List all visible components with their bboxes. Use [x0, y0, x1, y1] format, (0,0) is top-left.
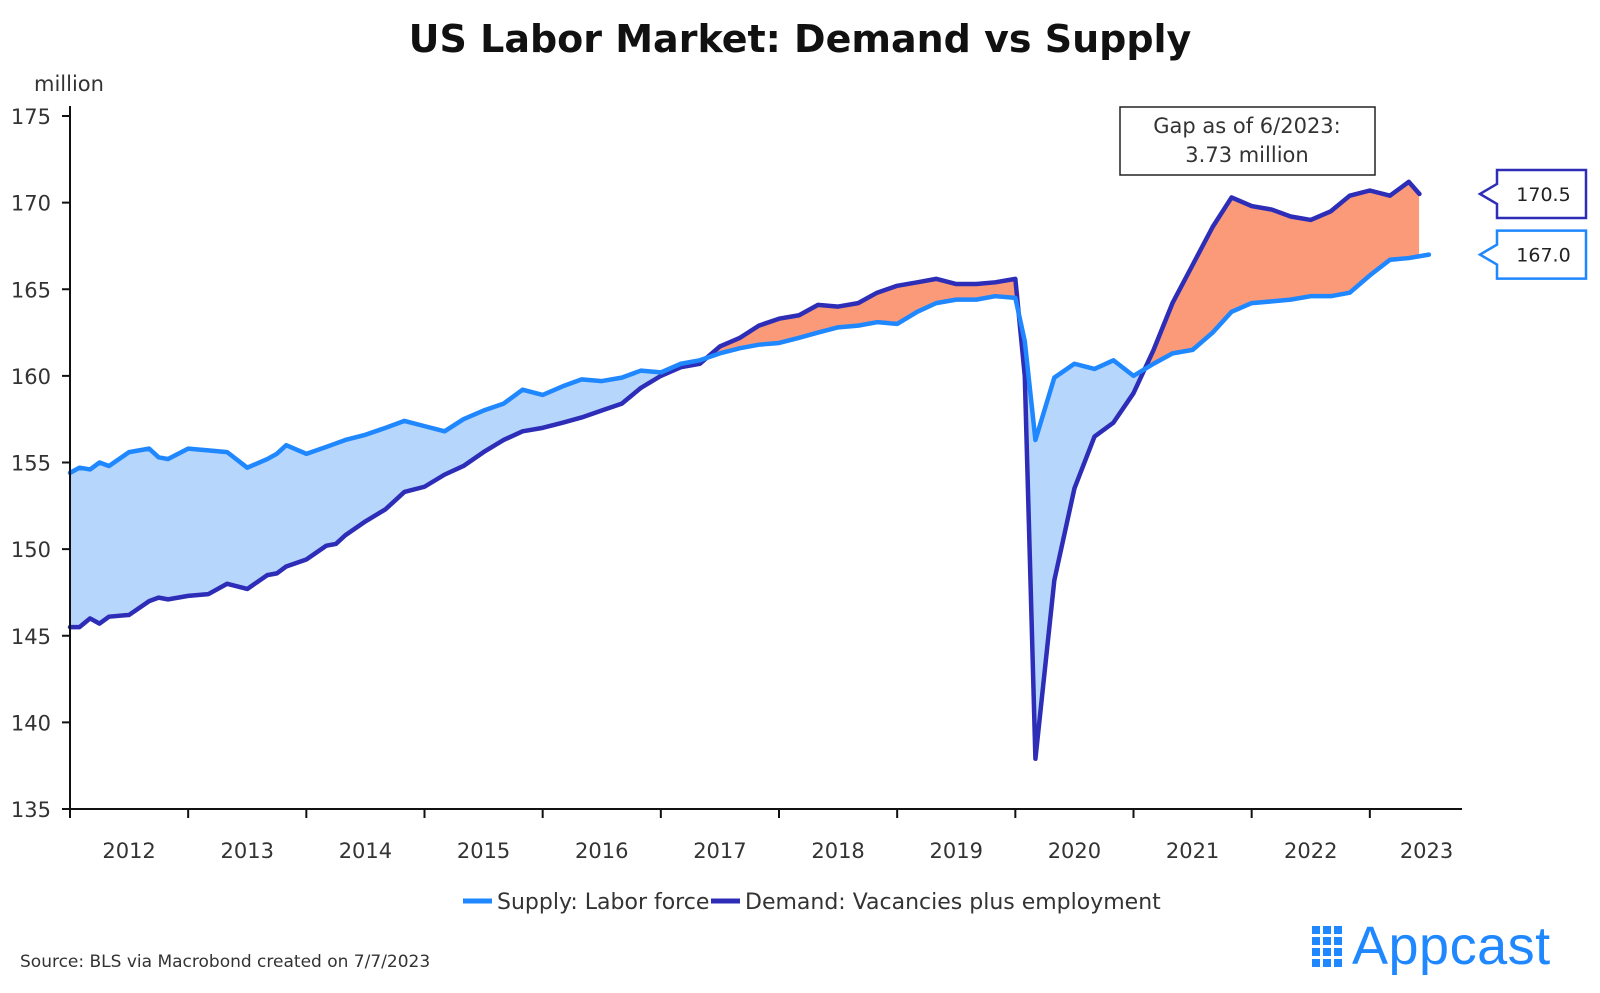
y-tick-label: 155	[11, 452, 51, 476]
x-tick-label: 2017	[693, 839, 746, 863]
chart-title: US Labor Market: Demand vs Supply	[409, 17, 1192, 61]
y-tick-label: 160	[11, 365, 51, 389]
x-tick-label: 2016	[575, 839, 628, 863]
x-tick-label: 2021	[1166, 839, 1219, 863]
supply-callout-box	[1477, 229, 1588, 280]
gap-fill-demand-excess	[706, 278, 1019, 358]
y-tick-label: 165	[11, 278, 51, 302]
y-tick-label: 150	[11, 538, 51, 562]
source-note: Source: BLS via Macrobond created on 7/7…	[20, 952, 431, 972]
y-axis-unit-label: million	[34, 72, 104, 96]
x-tick-label: 2018	[811, 839, 864, 863]
end-value-callouts: 170.5 167.0	[1477, 168, 1588, 280]
demand-callout-label: 170.5	[1516, 184, 1570, 206]
legend: Supply: Labor force Demand: Vacancies pl…	[463, 890, 1161, 915]
gap-annotation-line2: 3.73 million	[1185, 143, 1308, 167]
gap-annotation-line1: Gap as of 6/2023:	[1153, 114, 1341, 138]
x-tick-label: 2012	[102, 839, 155, 863]
y-tick-label: 135	[11, 798, 51, 822]
series-lines	[67, 179, 1432, 762]
gap-fill-supply-excess	[1018, 313, 1145, 758]
demand-callout-box	[1477, 168, 1588, 220]
gap-annotation-box	[1119, 106, 1376, 176]
supply-series-line	[67, 252, 1432, 476]
x-tick-label: 2020	[1048, 839, 1101, 863]
x-tick-label: 2013	[221, 839, 274, 863]
x-tick-label: 2023	[1400, 839, 1453, 863]
y-tick-label: 140	[11, 711, 51, 735]
y-tick-label: 175	[11, 105, 51, 129]
x-tick-label: 2019	[930, 839, 983, 863]
y-tick-label: 170	[11, 192, 51, 216]
gap-fill-areas	[70, 181, 1420, 758]
axes: 135 140 145 150 155 160 165 170 175 2012 2013 2014 2…	[11, 105, 1462, 863]
y-tick-label: 145	[11, 625, 51, 649]
legend-supply-label: Supply: Labor force	[497, 890, 709, 915]
x-tick-label: 2022	[1284, 839, 1337, 863]
brand-logo-text: Appcast	[1352, 916, 1551, 976]
brand-logo-icon	[1312, 925, 1342, 967]
gap-annotation: Gap as of 6/2023: 3.73 million	[1119, 106, 1376, 176]
x-tick-label: 2014	[339, 839, 392, 863]
gap-fill-supply-excess	[70, 357, 707, 628]
supply-callout-label: 167.0	[1516, 245, 1570, 267]
legend-demand-label: Demand: Vacancies plus employment	[745, 890, 1161, 915]
x-tick-label: 2015	[457, 839, 510, 863]
brand-logo: Appcast	[1312, 916, 1551, 976]
